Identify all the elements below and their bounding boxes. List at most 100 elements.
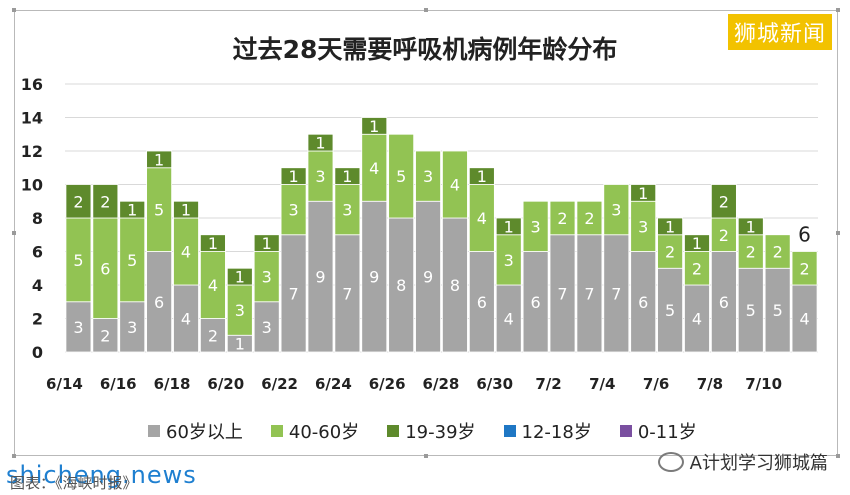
data-label: 4 xyxy=(692,310,702,329)
data-label: 2 xyxy=(773,243,783,262)
data-label: 8 xyxy=(396,276,406,295)
data-label: 5 xyxy=(746,301,756,320)
data-label: 1 xyxy=(692,234,702,253)
data-label: 4 xyxy=(504,310,514,329)
data-label: 2 xyxy=(584,209,594,228)
data-label: 6 xyxy=(477,293,487,312)
data-label: 1 xyxy=(288,167,298,186)
data-label: 4 xyxy=(181,310,191,329)
data-label: 7 xyxy=(611,284,621,303)
y-tick-label: 4 xyxy=(32,276,43,295)
bar-segment xyxy=(710,184,737,219)
data-label: 3 xyxy=(423,167,433,186)
bar-segment xyxy=(415,200,441,353)
wechat-icon xyxy=(657,452,684,472)
data-label: 1 xyxy=(208,234,218,253)
bar-segment xyxy=(119,301,146,353)
legend-swatch xyxy=(503,425,516,437)
data-label: 3 xyxy=(288,201,298,220)
bar-segment xyxy=(630,200,657,252)
bar-segment xyxy=(119,217,146,303)
data-label: 3 xyxy=(73,318,83,337)
data-label: 2 xyxy=(799,259,809,278)
bar-segment xyxy=(576,234,603,353)
data-label: 4 xyxy=(208,276,218,295)
chart-legend: 60岁以上 40-60岁 19-39岁 12-18岁 0-11岁 xyxy=(148,418,697,444)
bar-segment xyxy=(388,133,415,219)
data-label: 4 xyxy=(181,243,191,262)
data-label: 3 xyxy=(531,217,541,236)
data-label: 7 xyxy=(342,284,352,303)
bar-segment xyxy=(737,267,764,353)
y-tick-label: 14 xyxy=(21,109,43,128)
x-tick-label: 7/8 xyxy=(697,375,723,393)
bar-segment xyxy=(146,167,173,252)
bar-segment xyxy=(253,234,280,252)
data-label: 1 xyxy=(235,335,245,354)
bar-segment xyxy=(280,234,307,353)
data-label: 6 xyxy=(719,293,729,312)
y-tick-label: 16 xyxy=(21,75,43,94)
y-tick-label: 12 xyxy=(21,142,43,161)
bar-segment xyxy=(146,251,173,353)
x-tick-label: 7/4 xyxy=(589,375,615,393)
bar-segment xyxy=(307,133,334,152)
source-caption: 图表：《海峡时报》 xyxy=(10,474,138,492)
bar-segment xyxy=(657,267,683,353)
y-tick-label: 6 xyxy=(32,243,43,262)
x-tick-label: 7/6 xyxy=(643,375,669,393)
data-label: 1 xyxy=(665,217,675,236)
resize-handle[interactable] xyxy=(12,8,16,12)
bar-segment xyxy=(173,217,199,286)
resize-handle[interactable] xyxy=(836,231,840,235)
data-label: 3 xyxy=(342,201,352,220)
wechat-account-name: A计划学习狮城篇 xyxy=(689,453,828,474)
x-tick-label: 7/2 xyxy=(535,375,561,393)
bar-segment xyxy=(522,200,549,252)
data-label: 3 xyxy=(235,301,245,320)
data-label: 3 xyxy=(611,201,621,220)
data-label: 5 xyxy=(73,251,83,270)
data-label: 6 xyxy=(100,259,110,278)
legend-swatch xyxy=(148,425,160,437)
watermark: shicheng.news xyxy=(6,461,197,489)
resize-handle[interactable] xyxy=(836,454,840,458)
resize-handle[interactable] xyxy=(424,8,428,12)
data-label: 2 xyxy=(73,192,83,211)
bar-segment xyxy=(710,251,737,353)
bar-segment xyxy=(657,217,683,236)
data-label: 2 xyxy=(100,326,110,345)
bar-segment xyxy=(710,217,737,252)
resize-handle[interactable] xyxy=(836,8,840,12)
data-label: 5 xyxy=(396,167,406,186)
bar-segment xyxy=(549,200,576,236)
bar-segment xyxy=(146,150,173,169)
data-label: 8 xyxy=(450,276,460,295)
bar-segment xyxy=(657,234,683,269)
data-label: 1 xyxy=(181,201,191,220)
bar-segment xyxy=(630,251,657,353)
data-label: 4 xyxy=(450,176,460,195)
data-label: 4 xyxy=(369,159,379,178)
x-tick-label: 6/18 xyxy=(154,375,191,393)
legend-item: 60岁以上 xyxy=(148,418,243,444)
bar-segment xyxy=(334,184,361,236)
bar-segment xyxy=(495,234,522,286)
y-tick-label: 0 xyxy=(32,343,43,362)
data-label: 1 xyxy=(235,268,245,287)
legend-label: 40-60岁 xyxy=(288,422,360,443)
bar-segment xyxy=(495,284,522,353)
data-label: 2 xyxy=(746,243,756,262)
resize-handle[interactable] xyxy=(12,454,16,458)
data-label: 2 xyxy=(719,192,729,211)
data-label: 1 xyxy=(638,184,648,203)
data-label: 1 xyxy=(477,167,487,186)
resize-handle[interactable] xyxy=(12,231,16,235)
brand-logo: 狮城新闻 xyxy=(727,14,832,50)
resize-handle[interactable] xyxy=(424,454,428,458)
bar-segment xyxy=(119,200,146,219)
bar-segment xyxy=(442,150,468,219)
data-label: 1 xyxy=(746,217,756,236)
bar-segment xyxy=(576,200,603,236)
